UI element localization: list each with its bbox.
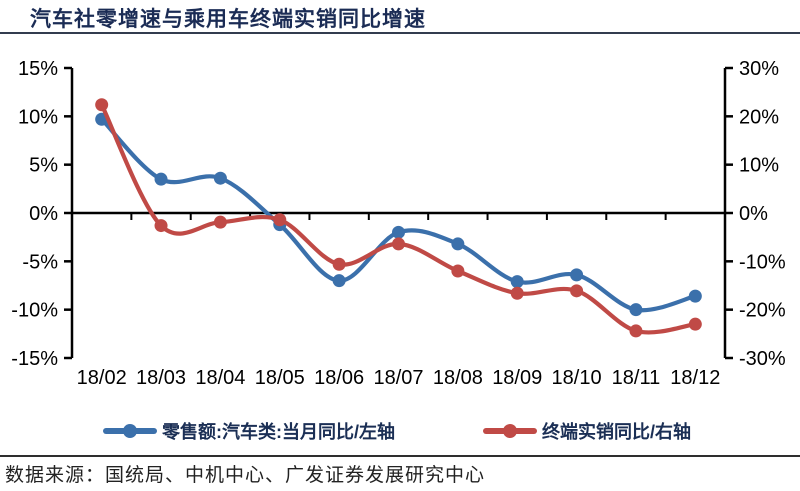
data-point-marker [273, 213, 287, 227]
x-axis-tick-label: 18/07 [373, 367, 423, 389]
left-axis-tick-label: 0% [29, 203, 58, 225]
right-axis-tick-label: -20% [739, 300, 786, 322]
chart-title: 汽车社零增速与乘用车终端实销同比增速 [30, 8, 426, 31]
right-axis-tick-label: 30% [739, 58, 779, 80]
x-axis-tick-label: 18/02 [77, 367, 127, 389]
x-axis-tick-label: 18/05 [255, 367, 305, 389]
legend-label-retail: 零售额:汽车类:当月同比/左轴 [162, 422, 395, 442]
legend-item-retail: 零售额:汽车类:当月同比/左轴 [103, 421, 395, 442]
red-line-marker-icon [483, 424, 537, 438]
left-axis-tick-label: -5% [22, 251, 58, 273]
series-line [99, 102, 698, 335]
data-point-marker [510, 275, 524, 289]
x-axis-tick-label: 18/06 [314, 367, 364, 389]
data-point-marker [451, 264, 465, 278]
series-line [99, 117, 698, 313]
left-axis-tick-label: 5% [29, 155, 58, 177]
data-point-marker [451, 237, 465, 251]
right-axis-tick-label: -10% [739, 251, 786, 273]
data-source: 数据来源：国统局、中机中心、广发证券发展研究中心 [5, 465, 486, 486]
blue-line-marker-icon [103, 424, 157, 438]
data-point-marker [213, 171, 227, 185]
data-point-marker [154, 219, 168, 233]
x-axis-tick-label: 18/04 [195, 367, 245, 389]
x-axis-tick-label: 18/03 [136, 367, 186, 389]
header-divider [0, 32, 800, 34]
x-axis-tick-label: 18/08 [433, 367, 483, 389]
blue-dot-icon [123, 424, 137, 438]
legend-item-terminal: 终端实销同比/右轴 [483, 421, 692, 442]
data-point-marker [510, 286, 524, 300]
data-point-marker [392, 237, 405, 251]
right-axis-tick-label: 20% [739, 106, 779, 128]
x-axis-tick-label: 18/09 [492, 367, 542, 389]
footer-divider [0, 455, 800, 457]
data-point-marker [570, 284, 584, 298]
right-axis-tick-label: 0% [739, 203, 768, 225]
data-point-marker [213, 215, 227, 229]
left-axis-tick-label: -15% [11, 348, 58, 370]
left-axis-tick-label: 15% [18, 58, 58, 80]
data-point-marker [570, 268, 584, 282]
left-axis-tick-label: -10% [11, 300, 58, 322]
legend-label-terminal: 终端实销同比/右轴 [542, 422, 692, 442]
data-point-marker [95, 98, 109, 112]
red-dot-icon [503, 424, 517, 438]
x-axis-tick-label: 18/11 [612, 367, 661, 389]
data-point-marker [154, 172, 168, 186]
data-point-marker [629, 324, 643, 338]
right-axis-tick-label: -30% [739, 348, 786, 370]
data-point-marker [688, 289, 702, 303]
left-axis-tick-label: 10% [18, 106, 58, 128]
x-axis-tick-label: 18/12 [670, 367, 720, 389]
x-axis-tick-label: 18/10 [552, 367, 602, 389]
data-point-marker [688, 317, 702, 331]
data-point-marker [332, 274, 346, 288]
data-point-marker [629, 303, 643, 317]
data-point-marker [332, 257, 346, 271]
data-point-marker [392, 225, 405, 239]
right-axis-tick-label: 10% [739, 155, 779, 177]
